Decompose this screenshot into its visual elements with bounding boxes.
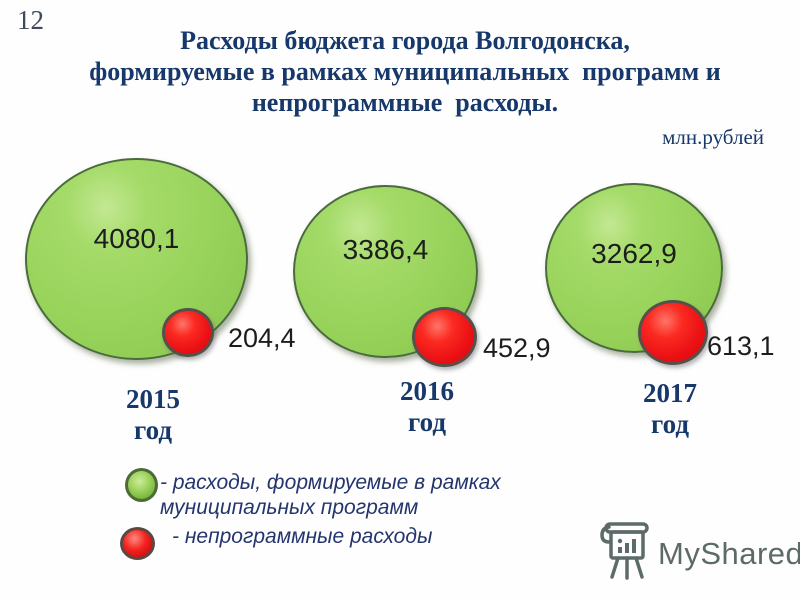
year-label-2017: 2017 год [590,378,750,440]
year-label-2016: 2016 год [347,376,507,438]
nonprogram-bubble-2015 [162,308,214,357]
legend-nonprogram-label: - непрограммные расходы [172,525,433,548]
nonprogram-bubble-2016 [412,307,477,367]
program-bubble-2015: 4080,1 [25,158,248,360]
myshared-watermark[interactable]: MyShared [597,518,800,589]
legend-nonprogram-swatch [120,527,155,560]
slide-title: Расходы бюджета города Волгодонска, форм… [40,25,770,118]
program-value-2016: 3386,4 [342,234,429,265]
slide-number: 12 [17,5,44,35]
watermark-text: MyShared [658,535,800,571]
year-word: год [134,415,172,445]
program-value-2017: 3262,9 [591,238,677,269]
year-number: 2017 [643,378,697,408]
nonprogram-bubble-2017 [638,300,708,365]
presentation-easel-icon [597,518,653,589]
program-value-2015: 4080,1 [93,223,180,254]
title-line-1: Расходы бюджета города Волгодонска, [180,26,630,55]
legend-program-label: - расходы, формируемые в рамках муниципа… [160,471,501,519]
title-line-3: непрограммные расходы. [251,88,559,117]
year-word: год [651,409,689,439]
nonprogram-value-2015: 204,4 [228,323,296,353]
title-line-2: формируемые в рамках муниципальных прогр… [89,57,721,86]
year-word: год [408,407,446,437]
year-number: 2016 [400,376,454,406]
unit-label: млн.рублей [662,125,764,149]
year-number: 2015 [126,384,180,414]
nonprogram-value-2017: 613,1 [707,331,775,361]
legend-program-swatch [125,468,158,502]
year-label-2015: 2015 год [73,384,233,446]
nonprogram-value-2016: 452,9 [483,333,551,363]
